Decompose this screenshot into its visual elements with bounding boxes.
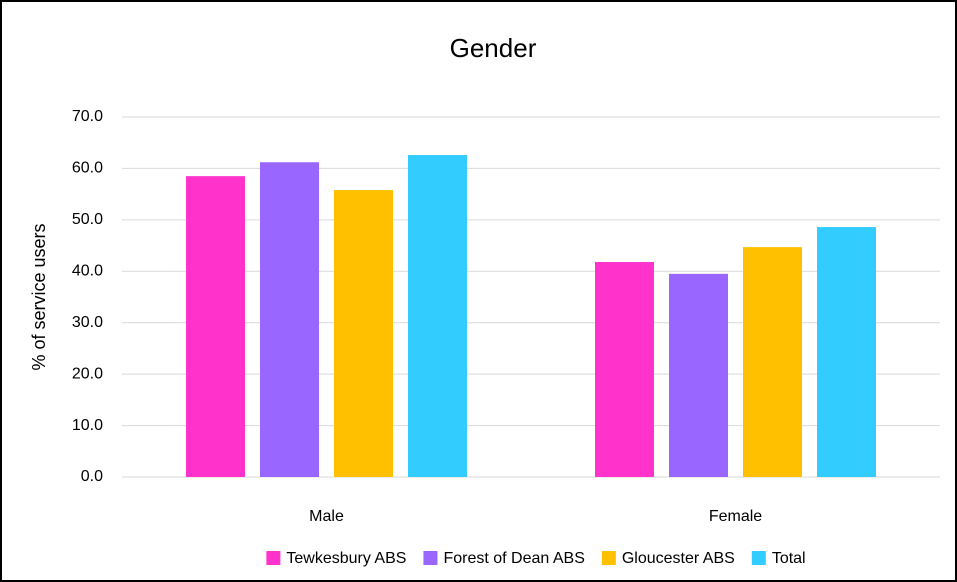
legend-swatch <box>423 551 438 565</box>
y-tick-label: 70.0 <box>72 108 103 125</box>
legend-label: Tewkesbury ABS <box>286 550 406 567</box>
x-tick-label: Female <box>709 508 762 525</box>
bar <box>260 162 319 477</box>
bar <box>186 176 245 477</box>
legend-swatch <box>751 551 766 565</box>
bar <box>817 227 876 477</box>
y-axis-label: % of service users <box>29 223 49 370</box>
y-tick-label: 50.0 <box>72 211 103 228</box>
bar <box>334 190 393 477</box>
bar <box>595 262 654 477</box>
y-tick-label: 10.0 <box>72 417 103 434</box>
bar <box>669 273 728 477</box>
bar <box>743 247 802 477</box>
y-tick-label: 60.0 <box>72 160 103 177</box>
legend-swatch <box>266 551 281 565</box>
chart-title: Gender <box>450 33 537 63</box>
legend-label: Forest of Dean ABS <box>443 550 584 567</box>
y-tick-label: 20.0 <box>72 365 103 382</box>
legend-swatch <box>601 551 616 565</box>
y-tick-label: 40.0 <box>72 263 103 280</box>
x-tick-label: Male <box>309 508 344 525</box>
y-tick-label: 0.0 <box>81 468 103 485</box>
legend-label: Total <box>772 550 806 567</box>
legend-label: Gloucester ABS <box>622 550 735 567</box>
y-tick-label: 30.0 <box>72 314 103 331</box>
bar <box>408 155 467 478</box>
